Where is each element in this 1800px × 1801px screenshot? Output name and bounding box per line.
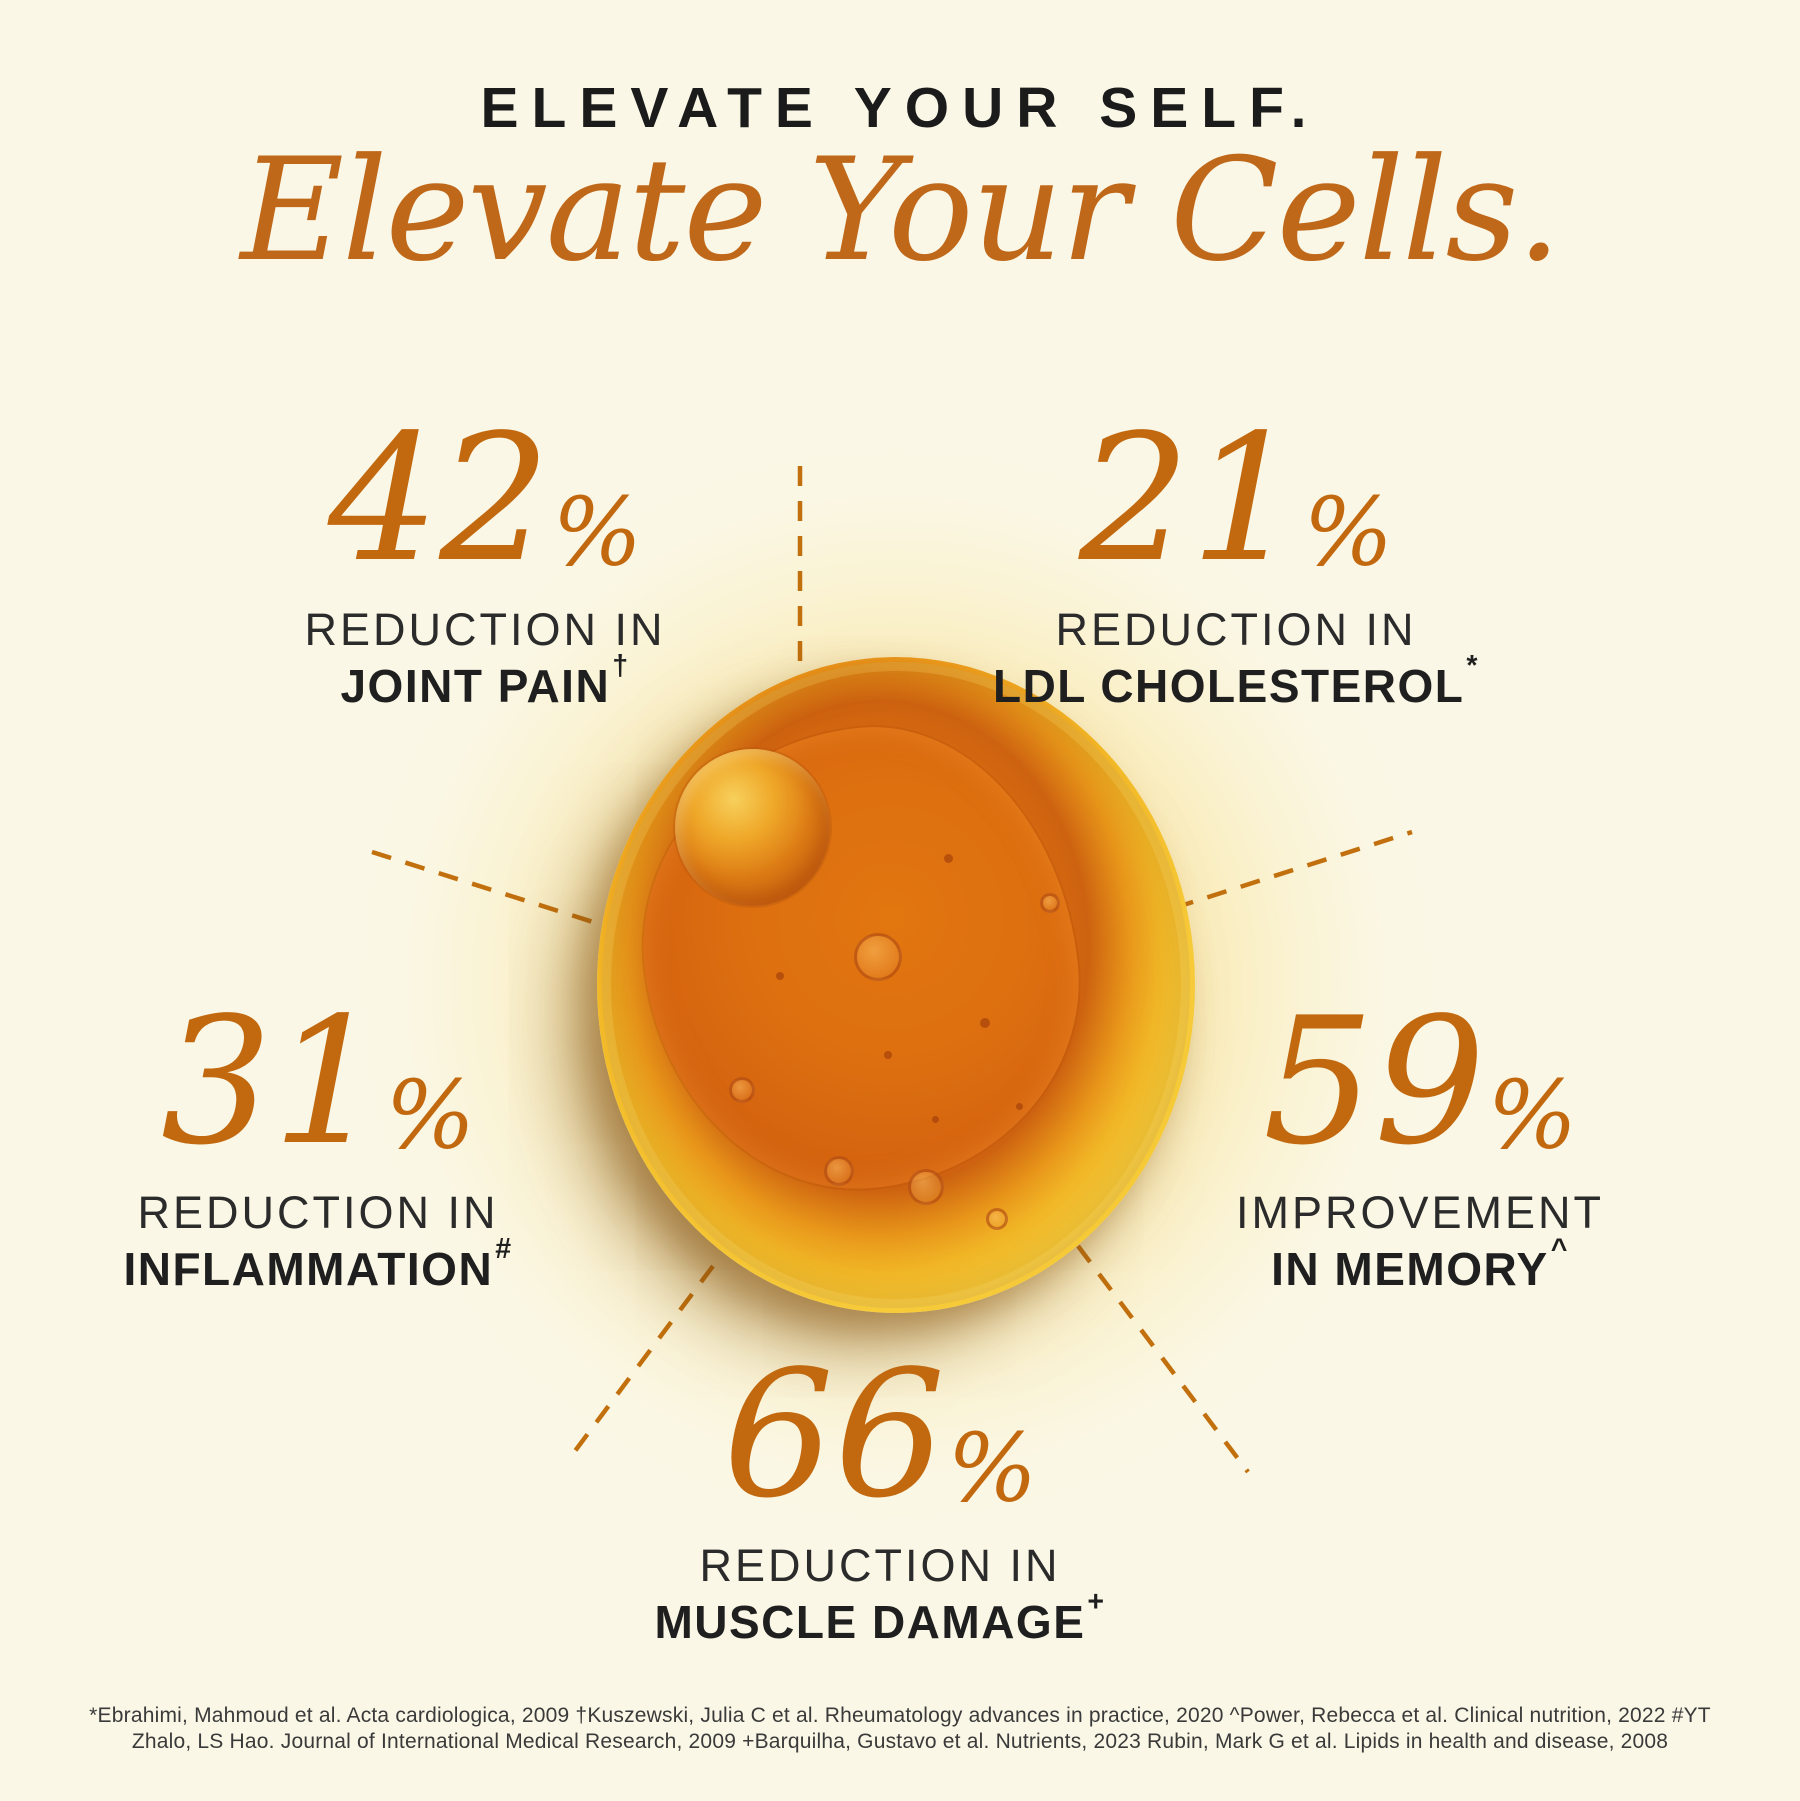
stat-muscle-damage: 66% REDUCTION IN MUSCLE DAMAGE+	[530, 1348, 1230, 1647]
stat-label-line2: MUSCLE DAMAGE+	[654, 1586, 1106, 1648]
stat-label-line2: LDL CHOLESTEROL*	[992, 650, 1480, 712]
stat-joint-pain: 42% REDUCTION IN JOINT PAIN†	[135, 412, 835, 711]
stat-value: 42%	[327, 398, 643, 601]
stat-label-line1: REDUCTION IN	[699, 1540, 1061, 1591]
percent-sign: %	[947, 1413, 1038, 1524]
oil-speck	[884, 1050, 893, 1059]
percent-sign: %	[1487, 1060, 1578, 1171]
stat-label-line1: REDUCTION IN	[304, 604, 666, 655]
footnote-symbol: *	[1466, 650, 1480, 683]
citations-line-1: *Ebrahimi, Mahmoud et al. Acta cardiolog…	[89, 1704, 1711, 1727]
kicker-headline: ELEVATE YOUR SELF.	[480, 76, 1320, 140]
oil-bubble-large	[674, 748, 831, 907]
oil-speck	[1015, 1103, 1023, 1111]
stat-memory: 59% IMPROVEMENT IN MEMORY^	[1070, 995, 1770, 1294]
percent-sign: %	[552, 477, 643, 588]
citations-line-2: Zhalo, LS Hao. Journal of International …	[131, 1730, 1669, 1754]
oil-bubble	[728, 1076, 755, 1103]
connector-bottom-left	[570, 1264, 715, 1457]
connector-bottom-right	[1076, 1244, 1250, 1474]
percent-sign: %	[385, 1060, 476, 1171]
oil-bubble	[907, 1168, 944, 1205]
stat-label-line1: REDUCTION IN	[137, 1187, 499, 1238]
oil-droplet-image	[597, 657, 1195, 1313]
footnote-symbol: ^	[1550, 1233, 1569, 1266]
oil-speck	[979, 1017, 990, 1028]
oil-speck	[931, 1116, 939, 1124]
stat-label-line2: IN MEMORY^	[1271, 1233, 1569, 1295]
stat-ldl-cholesterol: 21% REDUCTION IN LDL CHOLESTEROL*	[886, 412, 1586, 711]
footnote-symbol: †	[612, 650, 630, 683]
citations: *Ebrahimi, Mahmoud et al. Acta cardiolog…	[0, 1703, 1800, 1756]
connector-right	[1173, 829, 1413, 911]
connector-left	[371, 849, 613, 931]
footnote-symbol: #	[495, 1233, 513, 1266]
stat-label-line2: JOINT PAIN†	[340, 650, 630, 712]
stat-value: 59%	[1262, 981, 1578, 1184]
page-title: Elevate Your Cells.	[240, 128, 1561, 293]
oil-bubble	[854, 932, 903, 981]
oil-bubble	[1039, 893, 1060, 914]
stat-value: 21%	[1078, 398, 1394, 601]
oil-speck	[943, 853, 953, 863]
oil-bubble	[985, 1208, 1008, 1231]
stat-value: 31%	[160, 981, 476, 1184]
stat-label-line2: INFLAMMATION#	[123, 1233, 513, 1295]
stat-value: 66%	[722, 1334, 1038, 1537]
percent-sign: %	[1303, 477, 1394, 588]
stat-inflammation: 31% REDUCTION IN INFLAMMATION#	[0, 995, 668, 1294]
stat-label-line1: IMPROVEMENT	[1235, 1187, 1605, 1238]
oil-speck	[776, 971, 785, 980]
stat-label-line1: REDUCTION IN	[1055, 604, 1417, 655]
oil-bubble	[824, 1155, 855, 1186]
footnote-symbol: +	[1087, 1586, 1106, 1619]
